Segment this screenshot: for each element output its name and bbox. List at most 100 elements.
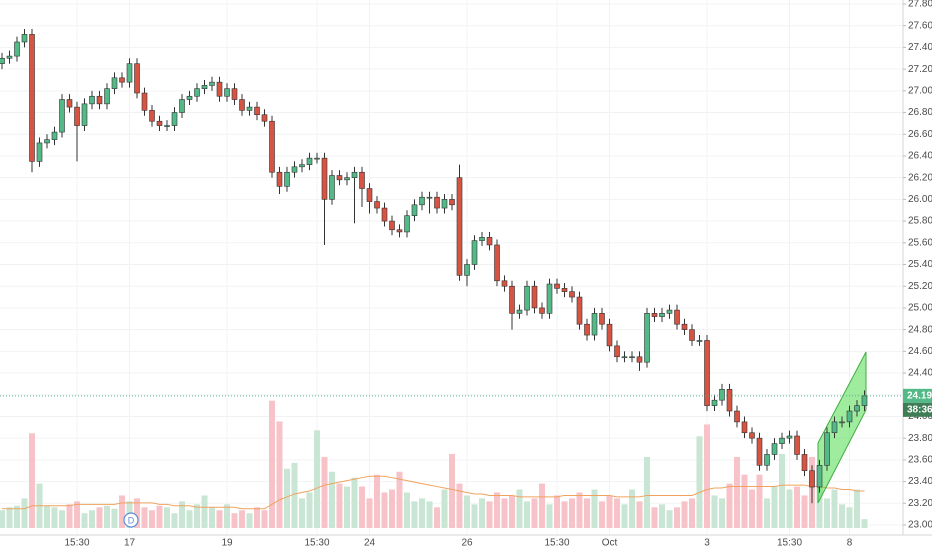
candle-body	[89, 95, 95, 105]
candle-body	[224, 88, 230, 97]
candle-body	[239, 99, 245, 111]
candle-body	[666, 309, 673, 314]
volume-bar	[854, 489, 860, 528]
candle-body	[659, 313, 665, 317]
candle-body	[779, 437, 785, 444]
candle-body	[606, 323, 613, 347]
candle-body	[629, 356, 635, 359]
candle-body	[846, 410, 853, 423]
candle-body	[524, 285, 530, 311]
volume-bar	[269, 400, 275, 528]
volume-bar	[216, 510, 223, 528]
candle-body	[14, 41, 20, 57]
candle-body	[44, 139, 50, 144]
candle-body	[434, 196, 440, 209]
candle-body	[839, 421, 845, 424]
volume-bar	[839, 504, 845, 528]
volume-bar	[629, 489, 635, 528]
volume-bar	[374, 474, 380, 528]
candle-body	[21, 34, 28, 43]
candle-body	[359, 171, 365, 189]
volume-bar	[824, 498, 830, 528]
y-tick-label: 26.20	[908, 172, 932, 183]
volume-bar	[861, 519, 868, 528]
candle-body	[81, 103, 88, 126]
volume-bar	[756, 474, 763, 528]
x-tick-label: 15:30	[64, 538, 89, 549]
volume-bar	[771, 486, 778, 528]
volume-bar	[194, 504, 200, 528]
x-tick-label: 24	[364, 538, 376, 549]
volume-bar	[261, 510, 268, 528]
candle-body	[456, 177, 463, 276]
volume-bar	[584, 498, 590, 528]
y-tick-label: 23.40	[908, 476, 932, 487]
candle-body	[449, 199, 455, 206]
volume-ma-line	[2, 475, 865, 510]
countdown-label: 38:36	[907, 404, 932, 415]
candle-body	[366, 188, 373, 202]
candle-body	[794, 435, 800, 455]
volume-bar	[411, 501, 418, 528]
volume-bar	[254, 507, 260, 528]
volume-bar	[134, 498, 140, 528]
volume-bar	[606, 495, 613, 528]
candle-body	[111, 77, 118, 89]
y-tick-label: 27.20	[908, 64, 932, 75]
y-tick-label: 27.00	[908, 85, 932, 96]
candle-body	[531, 285, 538, 309]
y-tick-label: 23.60	[908, 455, 932, 466]
volume-bar	[704, 424, 710, 528]
volume-bar	[479, 498, 485, 528]
candle-body	[486, 237, 493, 246]
volume-bar	[749, 489, 755, 528]
candle-body	[576, 296, 583, 325]
candle-body	[599, 313, 605, 325]
volume-bar	[171, 513, 178, 528]
volume-bar	[764, 498, 770, 528]
y-tick-label: 27.80	[908, 0, 932, 10]
x-tick-label: 17	[124, 538, 136, 549]
volume-bar	[426, 501, 433, 528]
candle-body	[546, 283, 553, 314]
volume-bar	[546, 504, 553, 528]
dividend-marker	[123, 512, 139, 528]
volume-bar	[689, 498, 695, 528]
candle-body	[681, 323, 688, 330]
y-tick-label: 25.00	[908, 303, 932, 314]
candle-body	[509, 285, 515, 314]
candle-body	[569, 291, 575, 298]
candle-body	[704, 340, 710, 406]
y-tick-label: 26.00	[908, 194, 932, 205]
volume-bar	[846, 507, 853, 528]
volume-bar	[156, 505, 163, 528]
candle-body	[749, 432, 755, 439]
y-tick-label: 26.60	[908, 129, 932, 140]
candle-body	[186, 95, 193, 100]
x-tick-label: 3	[704, 538, 710, 549]
candle-body	[36, 142, 43, 162]
volume-bar	[801, 495, 808, 528]
candle-body	[584, 323, 590, 336]
candle-body	[59, 99, 65, 133]
volume-bar	[299, 498, 305, 528]
volume-bar	[404, 492, 410, 528]
volume-bar	[554, 495, 560, 528]
candle-body	[636, 356, 643, 363]
volume-bar	[351, 477, 358, 528]
x-tick-label: 15:30	[304, 538, 329, 549]
volume-bar	[696, 436, 703, 528]
y-tick-label: 25.80	[908, 216, 932, 227]
candle-body	[479, 237, 485, 241]
candle-body	[156, 120, 163, 126]
volume-bar	[719, 498, 725, 528]
candle-body	[74, 106, 80, 126]
candle-body	[771, 443, 778, 455]
candle-body	[306, 157, 313, 165]
volume-bar	[779, 454, 785, 528]
volume-bar	[726, 483, 733, 528]
candle-body	[426, 196, 433, 199]
volume-bar	[561, 501, 568, 528]
candle-body	[66, 99, 73, 108]
candle-body	[119, 77, 125, 83]
